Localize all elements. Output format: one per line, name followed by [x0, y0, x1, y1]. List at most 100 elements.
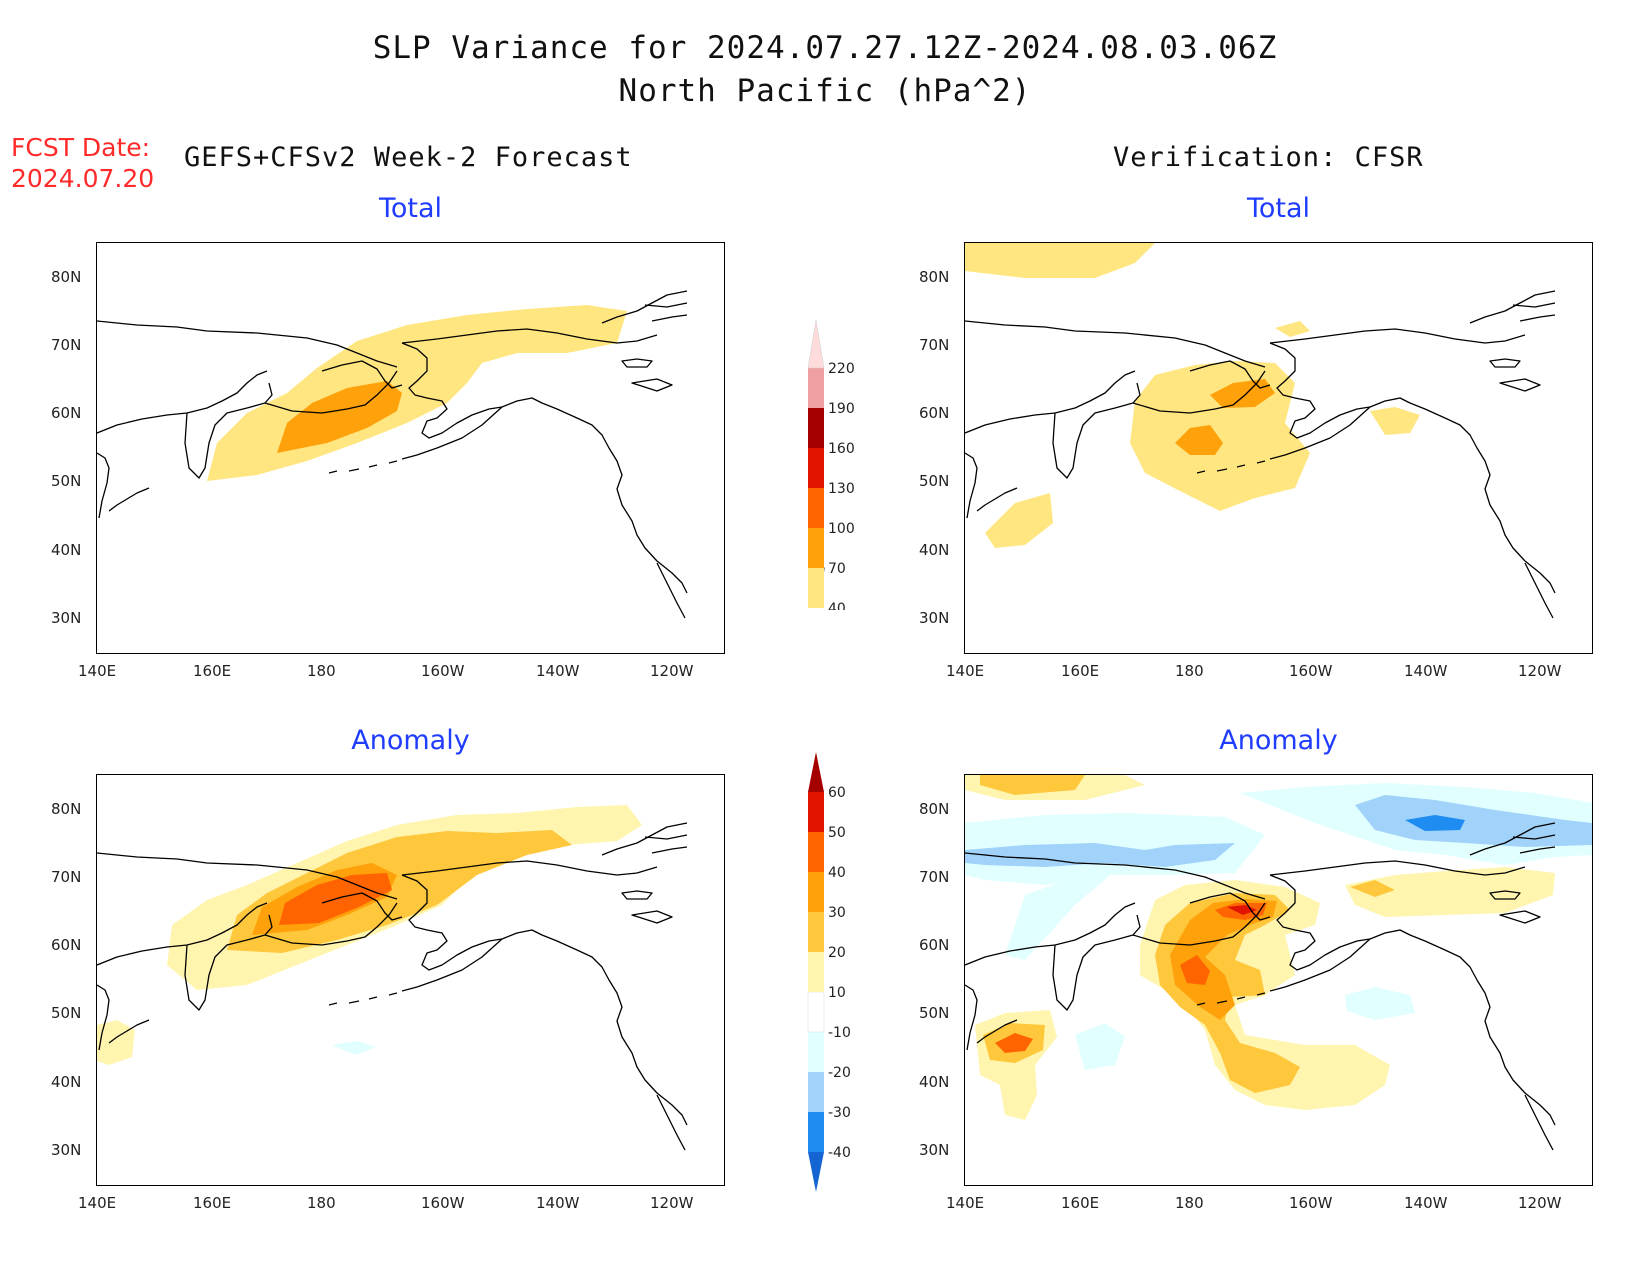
lat-tick-label: 40N: [919, 541, 950, 559]
lon-tick-label: 140W: [536, 1194, 580, 1212]
lon-tick-label: 140E: [946, 1194, 985, 1212]
panel-title-forecast-anomaly: Anomaly: [351, 725, 470, 756]
colorbar-total-swatch: [808, 448, 824, 488]
chart-subtitle: North Pacific (hPa^2): [618, 73, 1032, 109]
colorbar-total-label: 220: [828, 361, 855, 377]
lat-tick-label: 80N: [919, 800, 950, 818]
panel-title-verification-anomaly: Anomaly: [1219, 725, 1338, 756]
map-forecast-anomaly: [96, 774, 725, 1186]
lon-tick-label: 120W: [1518, 662, 1562, 680]
lon-tick-label: 140W: [536, 662, 580, 680]
colorbar-anomaly-swatch: [808, 1072, 824, 1112]
colorbar-anomaly-swatch: [808, 952, 824, 992]
lat-tick-label: 40N: [51, 1073, 82, 1091]
lat-tick-label: 70N: [919, 868, 950, 886]
colorbar-total-swatch: [808, 368, 824, 408]
forecast-anomaly-field: [97, 805, 688, 1151]
lon-tick-label: 140E: [78, 662, 117, 680]
lon-tick-label: 120W: [650, 662, 694, 680]
lon-tick-label: 160E: [193, 1194, 232, 1212]
lat-tick-label: 50N: [51, 1004, 82, 1022]
lon-tick-label: 140E: [78, 1194, 117, 1212]
chart-title: SLP Variance for 2024.07.27.12Z-2024.08.…: [372, 30, 1278, 66]
colorbar-anomaly-label: 20: [828, 945, 846, 961]
lon-tick-label: 160W: [1289, 1194, 1333, 1212]
lat-tick-label: 30N: [919, 609, 950, 627]
colorbar-anomaly-label: 10: [828, 985, 846, 1001]
lat-tick-label: 80N: [51, 268, 82, 286]
lon-tick-label: 180: [307, 662, 336, 680]
lat-tick-label: 80N: [919, 268, 950, 286]
colorbar-total-label: 40: [828, 601, 846, 610]
lon-tick-label: 180: [1175, 1194, 1204, 1212]
colorbar-total-swatch: [808, 528, 824, 568]
lon-tick-label: 180: [1175, 662, 1204, 680]
colorbar-total-label: 190: [828, 401, 855, 417]
lat-tick-label: 30N: [51, 1141, 82, 1159]
lon-tick-label: 140W: [1404, 662, 1448, 680]
anomaly-20-contour: [227, 830, 572, 953]
colorbar-anomaly-label: -10: [828, 1025, 851, 1041]
lon-tick-label: 160W: [421, 662, 465, 680]
panel-title-verification-total: Total: [1246, 193, 1311, 224]
lat-tick-label: 70N: [919, 336, 950, 354]
colorbar-total-label: 70: [828, 561, 846, 577]
map-forecast-total: [96, 242, 725, 654]
colorbar-anomaly-swatch: [808, 1112, 824, 1152]
colorbar-anomaly-swatch: [807, 991, 825, 1033]
verification-header: Verification: CFSR: [1113, 142, 1424, 173]
lat-tick-label: 50N: [51, 472, 82, 490]
colorbar-anomaly-swatch: [808, 1152, 824, 1192]
colorbar-anomaly-label: 50: [828, 825, 846, 841]
anomaly-30-bering: [1170, 899, 1277, 1020]
lon-tick-label: 160E: [193, 662, 232, 680]
lat-tick-label: 60N: [51, 936, 82, 954]
colorbar-anomaly-label: -20: [828, 1065, 851, 1081]
lat-tick-label: 80N: [51, 800, 82, 818]
lat-tick-label: 60N: [51, 404, 82, 422]
colorbar-total-label: 100: [828, 521, 855, 537]
lon-tick-label: 120W: [1518, 1194, 1562, 1212]
map-verification-anomaly: [964, 774, 1593, 1186]
lat-tick-label: 50N: [919, 472, 950, 490]
colorbar-anomaly-swatch: [808, 752, 824, 792]
lat-tick-label: 70N: [51, 336, 82, 354]
lon-tick-label: 120W: [650, 1194, 694, 1212]
colorbar-total: 40 70 100 130 160 190 220: [807, 319, 855, 610]
lon-tick-label: 160W: [1289, 662, 1333, 680]
colorbar-anomaly-label: -40: [828, 1145, 851, 1161]
colorbar-total-swatch: [807, 319, 825, 369]
total-40-gulf: [1370, 407, 1420, 435]
lon-tick-label: 140E: [946, 662, 985, 680]
anomaly-neg20-arctic: [965, 843, 1235, 867]
colorbar-total-label: 130: [828, 481, 855, 497]
anomaly-neg30-arctic: [1405, 815, 1465, 831]
colorbar-anomaly-swatch: [808, 832, 824, 872]
colorbar-anomaly-label: 30: [828, 905, 846, 921]
colorbar-anomaly-label: 60: [828, 785, 846, 801]
map-verification-total: [964, 242, 1593, 654]
colorbar-total-swatch: [808, 488, 824, 528]
verification-total-field: [965, 243, 1556, 619]
lat-tick-label: 60N: [919, 936, 950, 954]
lat-tick-label: 40N: [919, 1073, 950, 1091]
colorbar-anomaly-label: -30: [828, 1105, 851, 1121]
forecast-header: GEFS+CFSv2 Week-2 Forecast: [184, 142, 633, 173]
panel-title-forecast-total: Total: [378, 193, 443, 224]
lat-tick-label: 70N: [51, 868, 82, 886]
total-40-japan: [985, 493, 1053, 548]
colorbar-total-swatch: [808, 568, 824, 608]
colorbar-anomaly: -40 -30 -20 -10 10 20 30 40 50 60: [807, 752, 851, 1192]
colorbar-anomaly-swatch: [808, 1032, 824, 1072]
lon-tick-label: 180: [307, 1194, 336, 1212]
colorbar-total-swatch: [808, 408, 824, 448]
lon-tick-label: 140W: [1404, 1194, 1448, 1212]
lon-tick-label: 160W: [421, 1194, 465, 1212]
total-70-bering-south: [1175, 425, 1223, 455]
lat-tick-label: 40N: [51, 541, 82, 559]
colorbar-anomaly-swatch: [808, 912, 824, 952]
fcst-date-value: 2024.07.20: [11, 164, 155, 193]
fcst-date-label: FCST Date:: [11, 133, 151, 162]
lat-tick-label: 30N: [919, 1141, 950, 1159]
colorbar-anomaly-swatch: [808, 792, 824, 832]
